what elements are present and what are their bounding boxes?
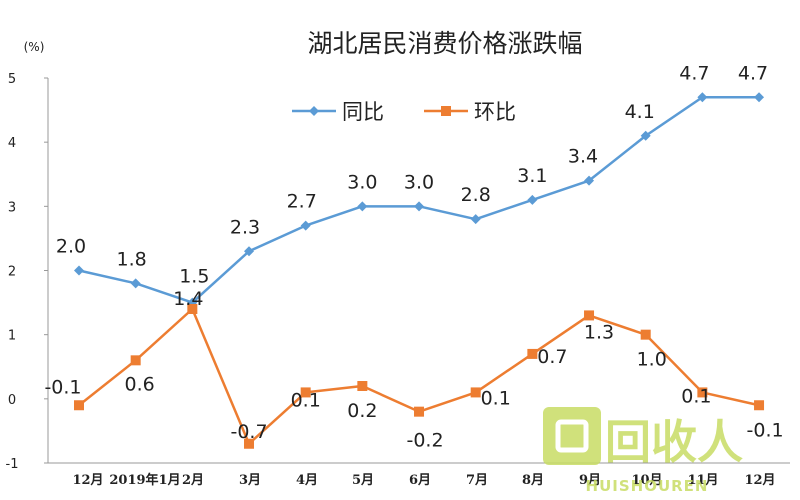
x-tick-label: 4月 bbox=[296, 473, 318, 488]
x-tick-label: 5月 bbox=[352, 473, 374, 488]
series-yoy: 2.0 1.8 1.5 2.3 2.7 3.0 3.0 2.8 3.1 3.4 4.1 4.7 4.7 bbox=[56, 62, 768, 308]
legend-marker-mom bbox=[441, 106, 451, 116]
y-tick-label: 3 bbox=[8, 200, 16, 215]
watermark-box-inner bbox=[555, 419, 589, 453]
data-point bbox=[130, 355, 141, 366]
data-point bbox=[300, 220, 311, 231]
data-label: 0.7 bbox=[537, 346, 567, 368]
data-point bbox=[357, 381, 368, 391]
y-tick-label: 4 bbox=[8, 136, 16, 151]
data-point bbox=[187, 304, 198, 314]
data-point bbox=[697, 387, 708, 398]
data-point bbox=[357, 201, 368, 212]
data-label: 3.1 bbox=[517, 165, 547, 187]
data-point bbox=[414, 201, 425, 212]
data-label: 4.7 bbox=[679, 62, 709, 84]
data-point bbox=[414, 406, 425, 417]
data-point bbox=[584, 310, 595, 321]
watermark-sub-text: HUISHOUREN bbox=[586, 477, 709, 495]
data-point bbox=[697, 92, 708, 103]
data-point bbox=[470, 387, 481, 398]
x-tick-label: 7月 bbox=[466, 473, 488, 488]
x-tick-label: 8月 bbox=[522, 473, 544, 488]
data-label: 0.1 bbox=[681, 385, 711, 407]
x-tick-label: 3月 bbox=[239, 473, 261, 488]
legend-label-yoy: 同比 bbox=[342, 100, 384, 124]
data-point bbox=[130, 278, 141, 289]
data-label: -0.2 bbox=[406, 430, 443, 452]
data-point bbox=[300, 387, 311, 398]
x-tick-label: 11月 bbox=[687, 473, 718, 488]
series-mom: -0.1 0.6 1.4 -0.7 0.1 0.2 -0.2 0.1 0.7 1.3 1.0 0.1 -… bbox=[44, 288, 783, 452]
data-label: 2.7 bbox=[287, 191, 317, 213]
x-tick-label: 9月 bbox=[579, 473, 601, 488]
data-label: -0.1 bbox=[44, 376, 81, 398]
data-label: 3.4 bbox=[568, 146, 598, 168]
data-label: 1.0 bbox=[637, 349, 667, 371]
legend-marker-yoy bbox=[309, 106, 319, 116]
data-label: 4.1 bbox=[625, 101, 655, 123]
y-tick-label: 1 bbox=[8, 329, 16, 344]
watermark-box bbox=[543, 407, 601, 465]
data-point bbox=[640, 329, 651, 340]
data-label: 0.2 bbox=[347, 400, 377, 422]
series-layer: 2.0 1.8 1.5 2.3 2.7 3.0 3.0 2.8 3.1 3.4 4.1 4.7 4.7 -… bbox=[44, 62, 783, 451]
watermark-logo: 回收人 HUISHOUREN bbox=[543, 407, 743, 495]
data-label: 4.7 bbox=[738, 62, 768, 84]
watermark-logo-text: 回收人 bbox=[605, 415, 743, 469]
data-label: 3.0 bbox=[347, 171, 377, 193]
y-ticks: -1 0 1 2 3 4 5 bbox=[6, 72, 48, 472]
data-point bbox=[244, 246, 255, 257]
data-point bbox=[470, 214, 481, 225]
x-tick-label: 12月 bbox=[72, 473, 103, 488]
chart-title: 湖北居民消费价格涨跌幅 bbox=[307, 29, 582, 58]
data-point bbox=[584, 175, 595, 186]
data-point bbox=[527, 194, 538, 205]
x-ticks: 12月 2019年1月 2月 3月 4月 5月 6月 7月 8月 9月 10月 11月 12月 bbox=[72, 472, 775, 488]
data-label: 2.8 bbox=[461, 184, 491, 206]
x-tick-label: 6月 bbox=[409, 473, 431, 488]
data-point bbox=[74, 265, 84, 276]
data-label: 2.3 bbox=[230, 216, 260, 238]
data-point bbox=[527, 348, 538, 359]
data-point bbox=[754, 92, 765, 103]
y-unit-label: (%) bbox=[24, 40, 45, 54]
data-point bbox=[244, 438, 255, 449]
x-tick-label: 2019年1月 bbox=[109, 472, 180, 488]
data-point bbox=[754, 400, 765, 411]
y-tick-label: -1 bbox=[6, 457, 19, 472]
y-tick-label: 2 bbox=[8, 265, 16, 280]
data-label: 1.5 bbox=[179, 266, 209, 288]
data-label: 0.1 bbox=[291, 389, 321, 411]
y-tick-label: 5 bbox=[8, 72, 16, 87]
data-label: 1.4 bbox=[173, 288, 203, 310]
legend-label-mom: 环比 bbox=[474, 100, 516, 124]
x-tick-label: 12月 bbox=[744, 473, 775, 488]
data-label: 0.1 bbox=[481, 387, 511, 409]
data-point bbox=[74, 400, 84, 411]
data-label: 1.3 bbox=[584, 321, 614, 343]
data-label: 2.0 bbox=[56, 236, 86, 258]
data-label: 0.6 bbox=[125, 373, 155, 395]
data-point bbox=[640, 130, 651, 141]
data-label: 1.8 bbox=[117, 248, 147, 270]
data-label: 3.0 bbox=[404, 171, 434, 193]
x-tick-label: 10月 bbox=[631, 473, 662, 488]
x-tick-label: 2月 bbox=[182, 473, 204, 488]
legend: 同比 环比 bbox=[292, 100, 516, 124]
data-label: -0.1 bbox=[747, 419, 784, 441]
data-label: -0.7 bbox=[230, 421, 267, 443]
y-tick-label: 0 bbox=[8, 393, 16, 408]
